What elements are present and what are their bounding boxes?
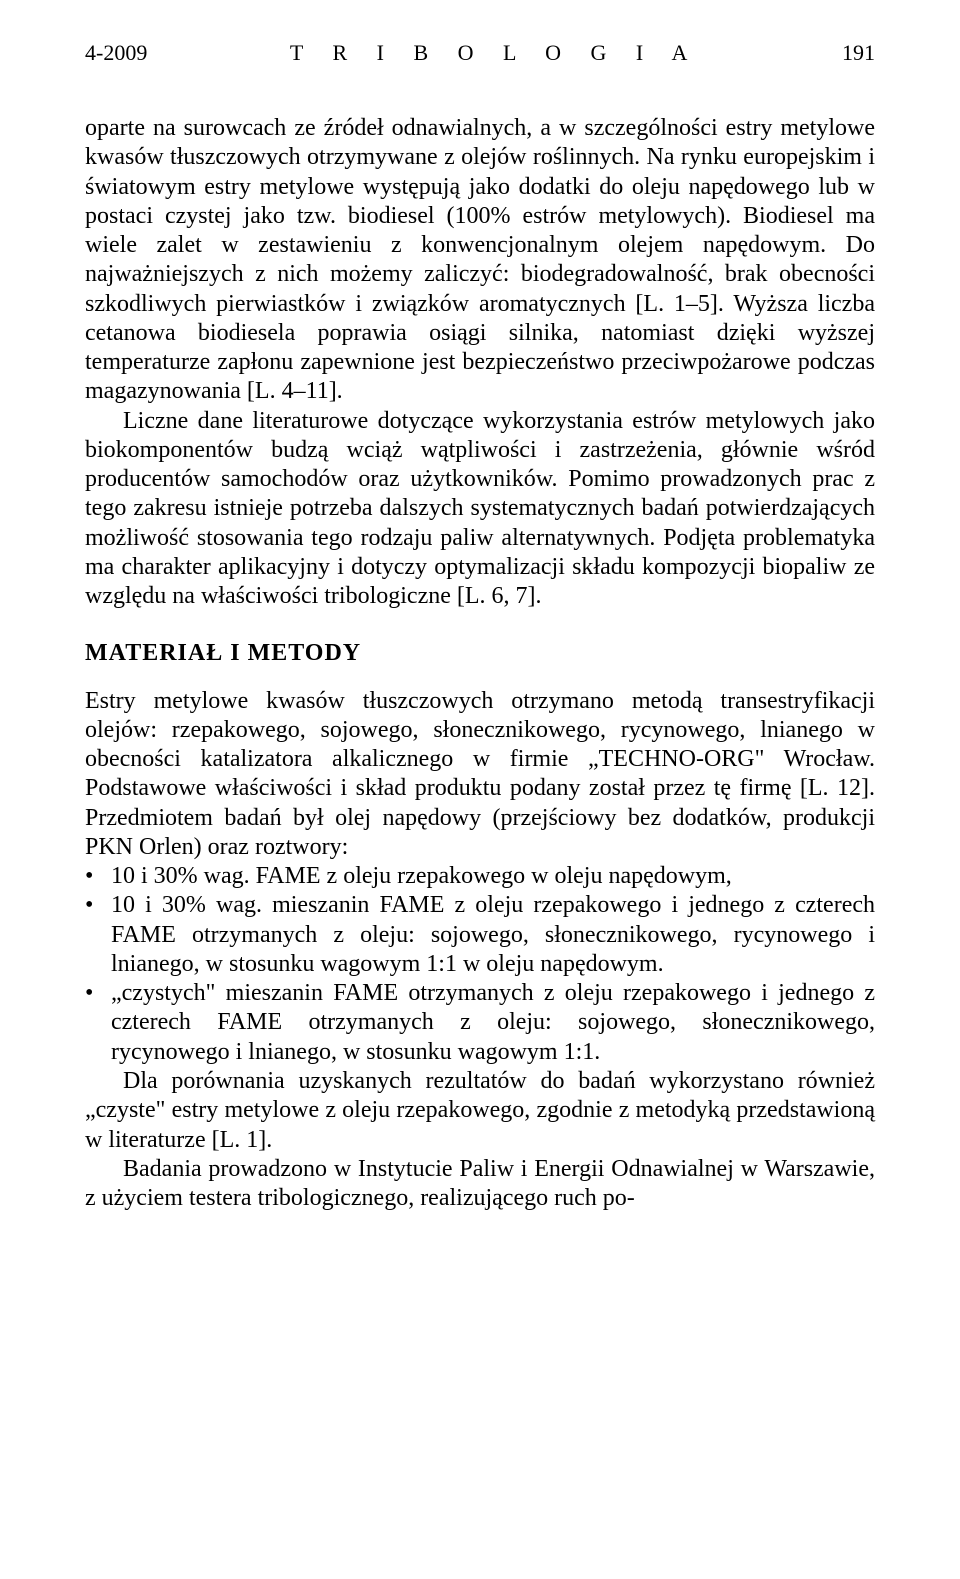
page: 4-2009 T R I B O L O G I A 191 oparte na…: [0, 0, 960, 1579]
header-page-number: 191: [842, 40, 875, 66]
paragraph-research: Badania prowadzono w Instytucie Paliw i …: [85, 1155, 875, 1214]
section-intro: Estry metylowe kwasów tłuszczowych otrzy…: [85, 687, 875, 863]
header-issue: 4-2009: [85, 40, 147, 66]
paragraph-1: oparte na surowcach ze źródeł odnawialny…: [85, 114, 875, 407]
section-materials-methods: MATERIAŁ I METODY Estry metylowe kwasów …: [85, 640, 875, 1214]
paragraph-2: Liczne dane literaturowe dotyczące wykor…: [85, 407, 875, 612]
bullet-list: 10 i 30% wag. FAME z oleju rzepakowego w…: [85, 862, 875, 1067]
paragraph-comparison: Dla porównania uzyskanych rezultatów do …: [85, 1067, 875, 1155]
section-heading: MATERIAŁ I METODY: [85, 640, 875, 667]
header-journal-title: T R I B O L O G I A: [290, 40, 700, 66]
list-item: 10 i 30% wag. mieszanin FAME z oleju rze…: [85, 891, 875, 979]
running-header: 4-2009 T R I B O L O G I A 191: [85, 40, 875, 66]
list-item: „czystych" mieszanin FAME otrzymanych z …: [85, 979, 875, 1067]
section-body: Estry metylowe kwasów tłuszczowych otrzy…: [85, 687, 875, 1214]
list-item: 10 i 30% wag. FAME z oleju rzepakowego w…: [85, 862, 875, 891]
body-text-block: oparte na surowcach ze źródeł odnawialny…: [85, 114, 875, 612]
